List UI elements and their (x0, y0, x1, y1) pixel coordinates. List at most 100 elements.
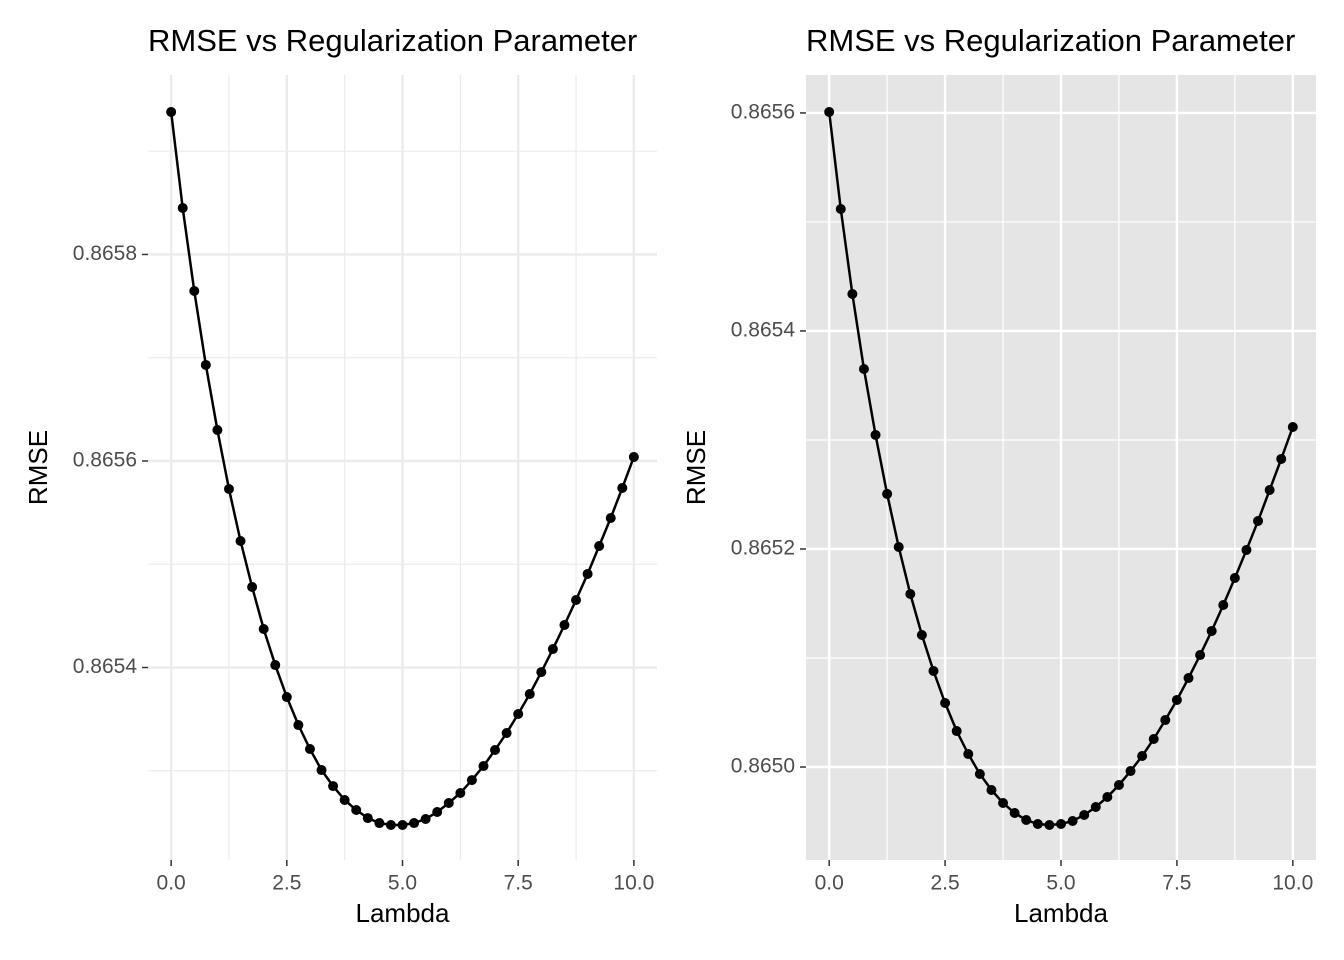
point (1276, 453, 1287, 464)
point (1137, 751, 1148, 762)
point (466, 775, 477, 786)
x-tick-label: 5.0 (388, 872, 417, 895)
point (235, 536, 246, 547)
point (1160, 715, 1171, 726)
point (200, 359, 211, 370)
point (316, 765, 327, 776)
point (858, 364, 869, 375)
point (304, 743, 315, 754)
point (455, 787, 466, 798)
point (582, 568, 593, 579)
point (963, 749, 974, 760)
point (1090, 802, 1101, 813)
y-tick-label: 0.8654 (73, 655, 138, 678)
point (882, 488, 893, 499)
point (998, 797, 1009, 808)
point (1253, 515, 1264, 526)
point (189, 286, 200, 297)
point (409, 818, 420, 829)
point (1056, 819, 1066, 830)
point (420, 814, 431, 825)
point (847, 289, 858, 300)
y-tick-label: 0.8656 (731, 100, 795, 123)
point (617, 482, 628, 493)
point (870, 429, 881, 440)
point (281, 692, 292, 703)
point (1218, 600, 1229, 611)
point (628, 451, 639, 462)
point (1195, 650, 1206, 661)
point (1264, 485, 1275, 496)
x-axis-title: Lambda (356, 898, 450, 928)
point (490, 745, 501, 756)
point (1287, 422, 1298, 433)
point (397, 819, 408, 830)
x-tick-label: 0.0 (157, 872, 186, 895)
chart: 0.8650 0.8652 0.8654 0.8656 0.0 2.5 5.0 7.5 10.0… (681, 23, 1316, 928)
point (940, 698, 951, 709)
x-tick-label: 10.0 (613, 872, 654, 895)
point (1125, 766, 1136, 777)
y-tick-label: 0.8654 (731, 319, 796, 342)
chart-title: RMSE vs Regularization Parameter (148, 23, 637, 58)
point (166, 106, 177, 117)
x-tick-label: 10.0 (1272, 872, 1313, 895)
point (928, 665, 939, 676)
point (432, 806, 443, 817)
point (986, 785, 997, 796)
point (351, 805, 362, 816)
y-axis-title: RMSE (681, 430, 711, 505)
point (293, 720, 304, 731)
point (1241, 544, 1252, 555)
point (478, 761, 489, 772)
point (905, 589, 916, 600)
x-axis-title: Lambda (1014, 898, 1108, 928)
y-tick-label: 0.8650 (731, 755, 795, 778)
x-tick-label: 7.5 (1162, 872, 1191, 895)
point (974, 768, 985, 779)
point (1206, 625, 1217, 636)
point (443, 797, 454, 808)
x-tick-label: 5.0 (1046, 872, 1075, 895)
point (824, 106, 835, 117)
point (951, 726, 962, 737)
point (916, 629, 927, 640)
point (212, 425, 223, 436)
point (524, 689, 535, 700)
point (223, 483, 234, 494)
point (177, 203, 188, 214)
point (1032, 819, 1043, 830)
y-axis-title: RMSE (23, 430, 53, 505)
point (547, 644, 558, 655)
point (513, 708, 524, 719)
x-tick-label: 2.5 (272, 872, 301, 895)
chart-title: RMSE vs Regularization Parameter (806, 23, 1295, 58)
point (1044, 820, 1055, 831)
point (605, 512, 616, 523)
point (1102, 791, 1113, 802)
point (835, 203, 846, 214)
y-tick-label: 0.8658 (73, 242, 137, 265)
point (1021, 814, 1032, 825)
y-tick-label: 0.8652 (731, 537, 795, 560)
point (501, 727, 512, 738)
point (594, 540, 605, 551)
y-tick-label: 0.8656 (73, 449, 137, 472)
x-tick-label: 2.5 (930, 872, 959, 895)
point (362, 813, 373, 824)
point (1079, 809, 1090, 820)
point (893, 542, 904, 553)
x-tick-label: 7.5 (504, 872, 533, 895)
point (374, 818, 385, 829)
point (1183, 673, 1194, 684)
point (328, 781, 339, 792)
chart: 0.8654 0.8656 0.8658 0.0 2.5 5.0 7.5 10.0 RMSE v… (23, 23, 657, 928)
point (1148, 733, 1159, 744)
point (258, 624, 269, 635)
point (1009, 808, 1020, 819)
point (559, 619, 570, 630)
point (339, 795, 350, 806)
x-tick-label: 0.0 (815, 872, 844, 895)
